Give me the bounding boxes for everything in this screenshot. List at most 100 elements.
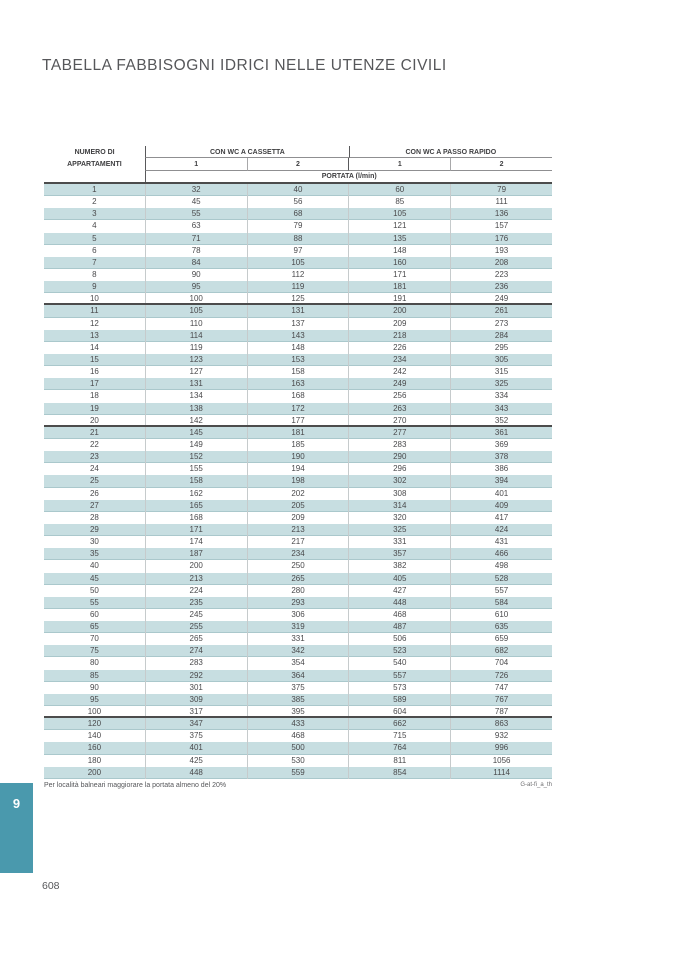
water-requirements-table: NUMERO DI CON WC A CASSETTA CON WC A PAS… (44, 146, 553, 789)
flow-rate-cell: 213 (144, 572, 247, 585)
flow-rate-cell: 138 (144, 402, 247, 415)
table-row: 19 138 172 263 343 (44, 402, 552, 415)
table-row: 5 71 88 135 176 (44, 232, 552, 245)
table-row: 30 174 217 331 431 (44, 536, 552, 549)
apartments-count-cell: 35 (89, 549, 99, 559)
flow-rate-cell: 468 (348, 608, 450, 622)
flow-rate-cell: 417 (450, 511, 552, 524)
chapter-number: 9 (12, 796, 21, 811)
flow-rate-cell: 277 (348, 426, 450, 439)
flow-rate-cell: 185 (246, 438, 349, 452)
flow-rate-cell: 84 (144, 256, 247, 269)
apartments-count-cell: 14 (89, 342, 99, 352)
apartments-count-cell: 60 (89, 609, 99, 619)
apartments-count-cell: 13 (89, 330, 99, 340)
flow-rate-cell: 255 (144, 621, 247, 634)
flow-rate-cell: 100 (144, 293, 247, 304)
flow-rate-cell: 79 (246, 220, 349, 233)
table-row: 1 32 40 60 79 (44, 184, 552, 197)
flow-rate-cell: 382 (348, 560, 450, 573)
page-title: TABELLA FABBISOGNI IDRICI NELLE UTENZE C… (42, 57, 447, 74)
header-cassetta-col-1: 1 (144, 158, 247, 171)
table-row: 200 448 559 854 1114 (44, 766, 552, 779)
apartments-count-cell: 3 (92, 209, 97, 219)
flow-rate-cell: 158 (144, 475, 247, 488)
apartments-count-cell: 28 (89, 512, 99, 522)
table-row: 26 162 202 308 401 (44, 487, 552, 500)
apartments-count-cell: 23 (89, 452, 99, 462)
flow-rate-cell: 273 (450, 317, 552, 330)
flow-rate-cell: 181 (348, 281, 450, 294)
flow-rate-cell: 191 (348, 293, 450, 304)
flow-rate-cell: 250 (246, 560, 349, 573)
header-rapido-col-2: 2 (450, 158, 552, 171)
apartments-count-cell: 100 (87, 707, 102, 717)
flow-rate-cell: 56 (246, 196, 349, 209)
flow-rate-cell: 308 (348, 487, 450, 500)
flow-rate-cell: 142 (144, 414, 247, 425)
flow-rate-cell: 487 (348, 621, 450, 634)
apartments-count-cell: 25 (89, 476, 99, 486)
header-group-wc-passo-rapido: CON WC A PASSO RAPIDO (348, 146, 553, 158)
apartments-count-cell: 18 (89, 391, 99, 401)
apartments-count-cell: 17 (89, 379, 99, 389)
flow-rate-cell: 88 (246, 232, 349, 245)
table-row: 15 123 153 234 305 (44, 353, 552, 367)
flow-rate-cell: 153 (246, 353, 349, 367)
flow-rate-cell: 163 (246, 378, 349, 391)
flow-rate-cell: 401 (144, 742, 247, 755)
flow-rate-cell: 134 (144, 390, 247, 403)
flow-rate-cell: 149 (144, 438, 247, 452)
flow-rate-cell: 148 (348, 244, 450, 257)
table-row: 120 347 433 662 863 (44, 718, 552, 731)
flow-rate-cell: 682 (450, 645, 552, 658)
apartments-count-cell: 2 (92, 197, 97, 207)
apartments-count-cell: 200 (87, 767, 102, 777)
flow-rate-cell: 424 (450, 523, 552, 537)
flow-rate-cell: 131 (144, 378, 247, 391)
flow-rate-cell: 283 (348, 438, 450, 452)
apartments-count-cell: 30 (89, 537, 99, 547)
table-row: 45 213 265 405 528 (44, 572, 552, 585)
flow-rate-cell: 137 (246, 317, 349, 330)
flow-rate-cell: 854 (348, 766, 450, 779)
flow-rate-cell: 112 (246, 268, 349, 282)
table-row: 3 55 68 105 136 (44, 208, 552, 221)
apartments-count-cell: 22 (89, 439, 99, 449)
flow-rate-cell: 378 (450, 451, 552, 464)
flow-rate-cell: 361 (450, 426, 552, 439)
flow-rate-cell: 223 (450, 268, 552, 282)
apartments-count-cell: 180 (87, 755, 102, 765)
flow-rate-cell: 662 (348, 718, 450, 731)
flow-rate-cell: 123 (144, 353, 247, 367)
flow-rate-cell: 320 (348, 511, 450, 524)
flow-rate-cell: 331 (246, 633, 349, 646)
page-number: 608 (42, 880, 60, 892)
flow-rate-cell: 315 (450, 366, 552, 379)
flow-rate-cell: 306 (246, 608, 349, 622)
table-row: 29 171 213 325 424 (44, 523, 552, 537)
table-row: 9 95 119 181 236 (44, 281, 552, 294)
flow-rate-cell: 177 (246, 414, 349, 425)
table-row: 6 78 97 148 193 (44, 244, 552, 257)
flow-rate-cell: 168 (144, 511, 247, 524)
table-row: 25 158 198 302 394 (44, 475, 552, 488)
flow-rate-cell: 176 (450, 232, 552, 245)
flow-rate-cell: 726 (450, 669, 552, 682)
flow-rate-cell: 325 (450, 378, 552, 391)
table-footer: Per località balneari maggiorare la port… (44, 779, 552, 789)
flow-rate-cell: 270 (348, 414, 450, 425)
flow-rate-cell: 226 (348, 341, 450, 354)
flow-rate-cell: 105 (144, 305, 247, 318)
apartments-count-cell: 27 (89, 500, 99, 510)
apartments-count-cell: 7 (92, 257, 97, 267)
flow-rate-cell: 155 (144, 463, 247, 476)
table-row: 35 187 234 357 466 (44, 548, 552, 561)
flow-rate-cell: 364 (246, 669, 349, 682)
table-row: 12 110 137 209 273 (44, 317, 552, 330)
flow-rate-cell: 309 (144, 693, 247, 707)
apartments-count-cell: 6 (92, 245, 97, 255)
flow-rate-cell: 119 (144, 341, 247, 354)
header-apartments-line2: APPARTAMENTI (67, 161, 122, 168)
header-subcolumn-row: APPARTAMENTI 1 2 1 2 (44, 158, 552, 171)
